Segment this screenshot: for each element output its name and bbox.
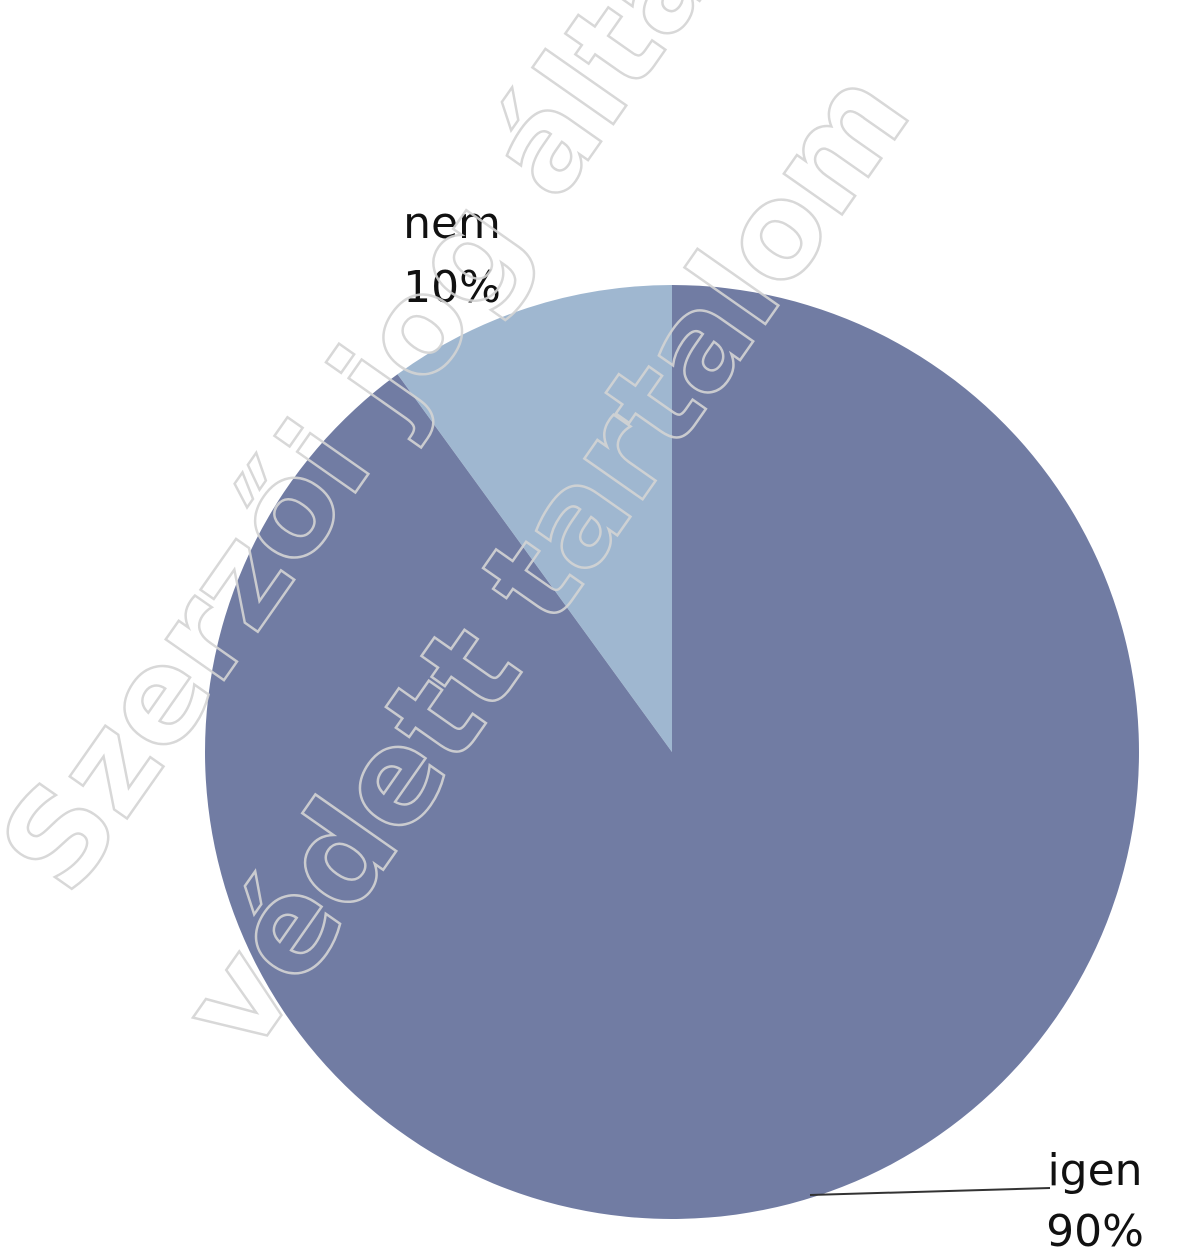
label-nem: nem 10% <box>403 198 501 313</box>
label-igen-name: igen <box>1047 1145 1142 1196</box>
igen-leader-line <box>809 1187 1051 1196</box>
label-nem-percent: 10% <box>403 262 501 313</box>
label-igen-percent: 90% <box>1046 1206 1144 1257</box>
label-igen: igen 90% <box>1046 1145 1144 1257</box>
pie-slice-nem <box>397 285 672 752</box>
label-nem-name: nem <box>403 198 501 249</box>
pie-slice-igen <box>204 285 1139 1219</box>
pie-slices <box>204 285 1139 1219</box>
